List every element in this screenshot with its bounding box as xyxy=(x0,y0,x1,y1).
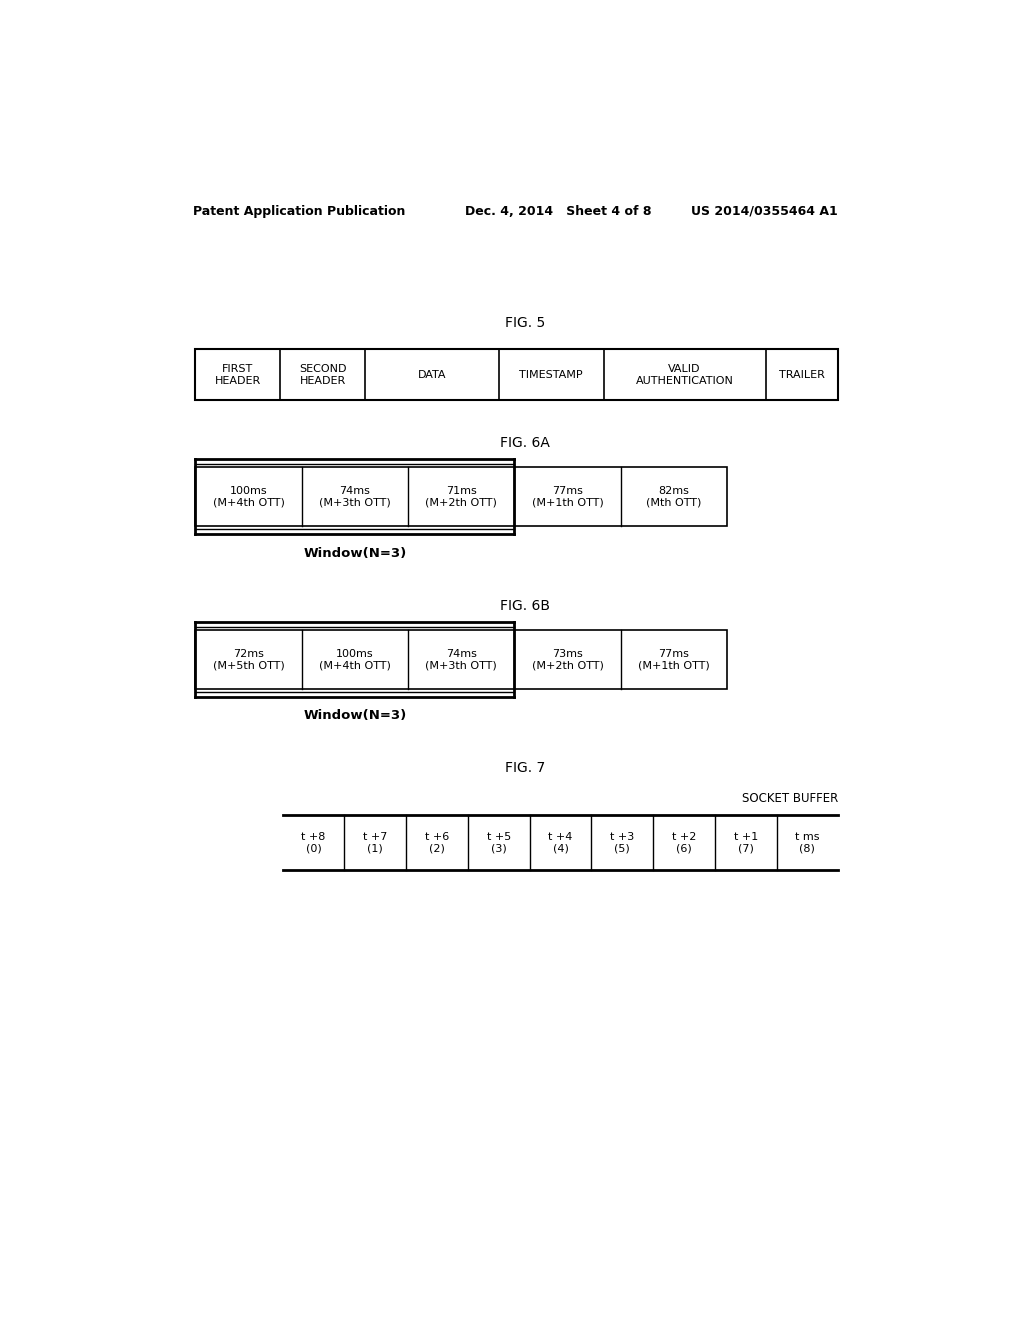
Text: TRAILER: TRAILER xyxy=(779,370,824,380)
Text: t +4
(4): t +4 (4) xyxy=(548,832,572,853)
Text: 77ms
(M+1th OTT): 77ms (M+1th OTT) xyxy=(531,486,603,508)
Bar xyxy=(196,350,839,400)
Text: t +2
(6): t +2 (6) xyxy=(672,832,696,853)
Text: 74ms
(M+3th OTT): 74ms (M+3th OTT) xyxy=(319,486,391,508)
Bar xyxy=(196,467,727,527)
Bar xyxy=(196,630,727,689)
Text: DATA: DATA xyxy=(418,370,446,380)
Text: t +3
(5): t +3 (5) xyxy=(610,832,634,853)
Text: t +7
(1): t +7 (1) xyxy=(364,832,387,853)
Text: SECOND
HEADER: SECOND HEADER xyxy=(299,364,346,385)
Text: 82ms
(Mth OTT): 82ms (Mth OTT) xyxy=(646,486,701,508)
Text: Dec. 4, 2014   Sheet 4 of 8: Dec. 4, 2014 Sheet 4 of 8 xyxy=(465,205,652,218)
Text: t +8
(0): t +8 (0) xyxy=(301,832,326,853)
Text: 100ms
(M+4th OTT): 100ms (M+4th OTT) xyxy=(319,648,391,671)
Text: 100ms
(M+4th OTT): 100ms (M+4th OTT) xyxy=(213,486,285,508)
Text: FIG. 7: FIG. 7 xyxy=(505,762,545,775)
Text: t +6
(2): t +6 (2) xyxy=(425,832,450,853)
Text: Window(N=3): Window(N=3) xyxy=(303,546,407,560)
Text: VALID
AUTHENTICATION: VALID AUTHENTICATION xyxy=(636,364,733,385)
Text: Window(N=3): Window(N=3) xyxy=(303,709,407,722)
Text: 73ms
(M+2th OTT): 73ms (M+2th OTT) xyxy=(531,648,603,671)
Text: FIG. 6B: FIG. 6B xyxy=(500,598,550,612)
Text: FIG. 6A: FIG. 6A xyxy=(500,436,550,450)
Text: Patent Application Publication: Patent Application Publication xyxy=(194,205,406,218)
Text: 74ms
(M+3th OTT): 74ms (M+3th OTT) xyxy=(425,648,498,671)
Text: 71ms
(M+2th OTT): 71ms (M+2th OTT) xyxy=(425,486,498,508)
Text: t +5
(3): t +5 (3) xyxy=(486,832,511,853)
Text: FIRST
HEADER: FIRST HEADER xyxy=(215,364,261,385)
Text: SOCKET BUFFER: SOCKET BUFFER xyxy=(742,792,839,805)
Text: US 2014/0355464 A1: US 2014/0355464 A1 xyxy=(691,205,839,218)
Text: 72ms
(M+5th OTT): 72ms (M+5th OTT) xyxy=(213,648,285,671)
Text: FIG. 5: FIG. 5 xyxy=(505,315,545,330)
Text: t ms
(8): t ms (8) xyxy=(796,832,819,853)
Text: t +1
(7): t +1 (7) xyxy=(733,832,758,853)
Text: 77ms
(M+1th OTT): 77ms (M+1th OTT) xyxy=(638,648,710,671)
Text: TIMESTAMP: TIMESTAMP xyxy=(519,370,583,380)
